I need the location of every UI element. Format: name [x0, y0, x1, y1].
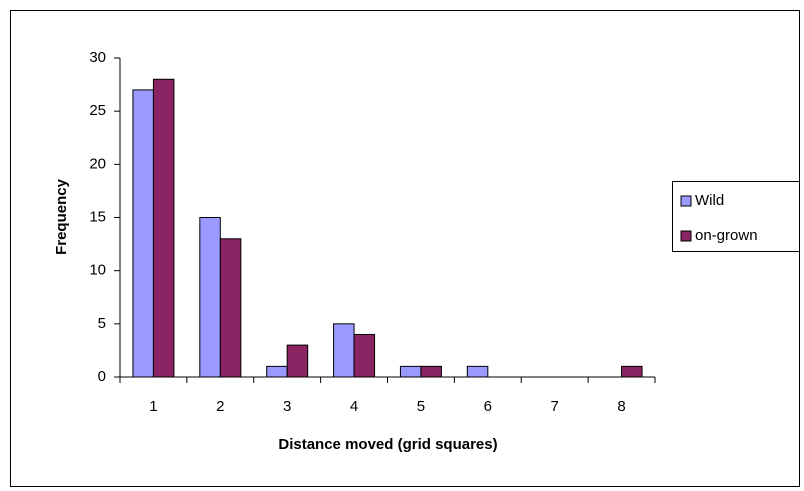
x-tick-label: 7: [551, 398, 559, 415]
bar: [353, 333, 376, 378]
bar: [266, 365, 288, 378]
legend-box: [672, 181, 800, 252]
y-tick-label: 20: [89, 155, 106, 172]
bar: [333, 323, 355, 378]
y-tick-label: 0: [98, 368, 106, 385]
y-axis-label: Frequency: [53, 178, 70, 255]
x-tick-label: 4: [350, 398, 358, 415]
x-tick-label: 1: [149, 398, 157, 415]
legend-swatch: [680, 195, 692, 207]
bar: [399, 365, 422, 378]
x-tick-label: 3: [283, 398, 291, 415]
bar: [219, 238, 242, 378]
legend-label: on-grown: [695, 227, 758, 244]
x-tick-label: 6: [484, 398, 492, 415]
bar: [152, 78, 175, 378]
y-tick-label: 10: [89, 262, 106, 279]
bar: [420, 365, 442, 378]
y-tick-label: 15: [89, 208, 106, 225]
bar: [199, 217, 221, 378]
bar: [286, 344, 309, 378]
x-tick-label: 5: [417, 398, 425, 415]
legend-swatch: [680, 230, 692, 242]
bar: [621, 365, 643, 378]
y-tick-label: 30: [89, 49, 106, 66]
bar: [132, 89, 154, 378]
y-tick-label: 25: [89, 102, 106, 119]
x-tick-label: 2: [216, 398, 224, 415]
x-axis-label: Distance moved (grid squares): [278, 436, 497, 453]
legend-label: Wild: [695, 192, 724, 209]
x-tick-label: 8: [617, 398, 625, 415]
bar: [466, 365, 489, 378]
y-tick-label: 5: [98, 315, 106, 332]
